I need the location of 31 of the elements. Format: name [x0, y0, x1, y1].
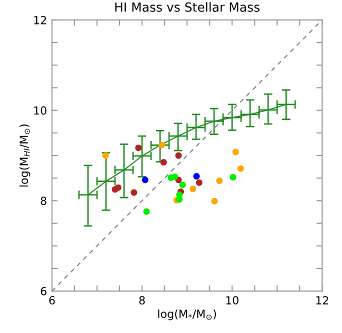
x-tick-label: 10	[226, 296, 238, 305]
point	[160, 159, 167, 166]
point	[232, 148, 239, 156]
point	[230, 174, 236, 180]
point	[143, 208, 150, 215]
point	[193, 173, 200, 180]
y-tick-label: 10	[34, 106, 46, 115]
x-axis-title: log(M$_{*}$/M$_{⊙}$)	[158, 309, 216, 320]
point	[237, 165, 244, 172]
x-tick-label: 12	[316, 296, 328, 304]
x-tick-label: 6	[49, 296, 55, 305]
point	[211, 198, 218, 204]
point	[135, 144, 142, 152]
point	[142, 176, 148, 184]
x-tick-label: 8	[139, 296, 145, 305]
y-axis-title: log(M$_{HI}$/M$_{⊙}$)	[19, 124, 30, 187]
point	[172, 173, 178, 180]
y-tick-label: 12	[34, 16, 46, 24]
y-tick-label: 8	[40, 196, 46, 206]
point	[176, 196, 183, 203]
point	[112, 186, 118, 193]
point	[102, 152, 109, 159]
y-tick-label: 6	[40, 287, 46, 296]
point	[196, 179, 202, 186]
chart-title: HI Mass vs Stellar Mass	[115, 2, 260, 12]
point	[158, 142, 166, 148]
point	[130, 189, 138, 196]
point	[190, 186, 196, 192]
point	[175, 152, 182, 159]
point	[216, 178, 223, 184]
point	[179, 182, 186, 188]
